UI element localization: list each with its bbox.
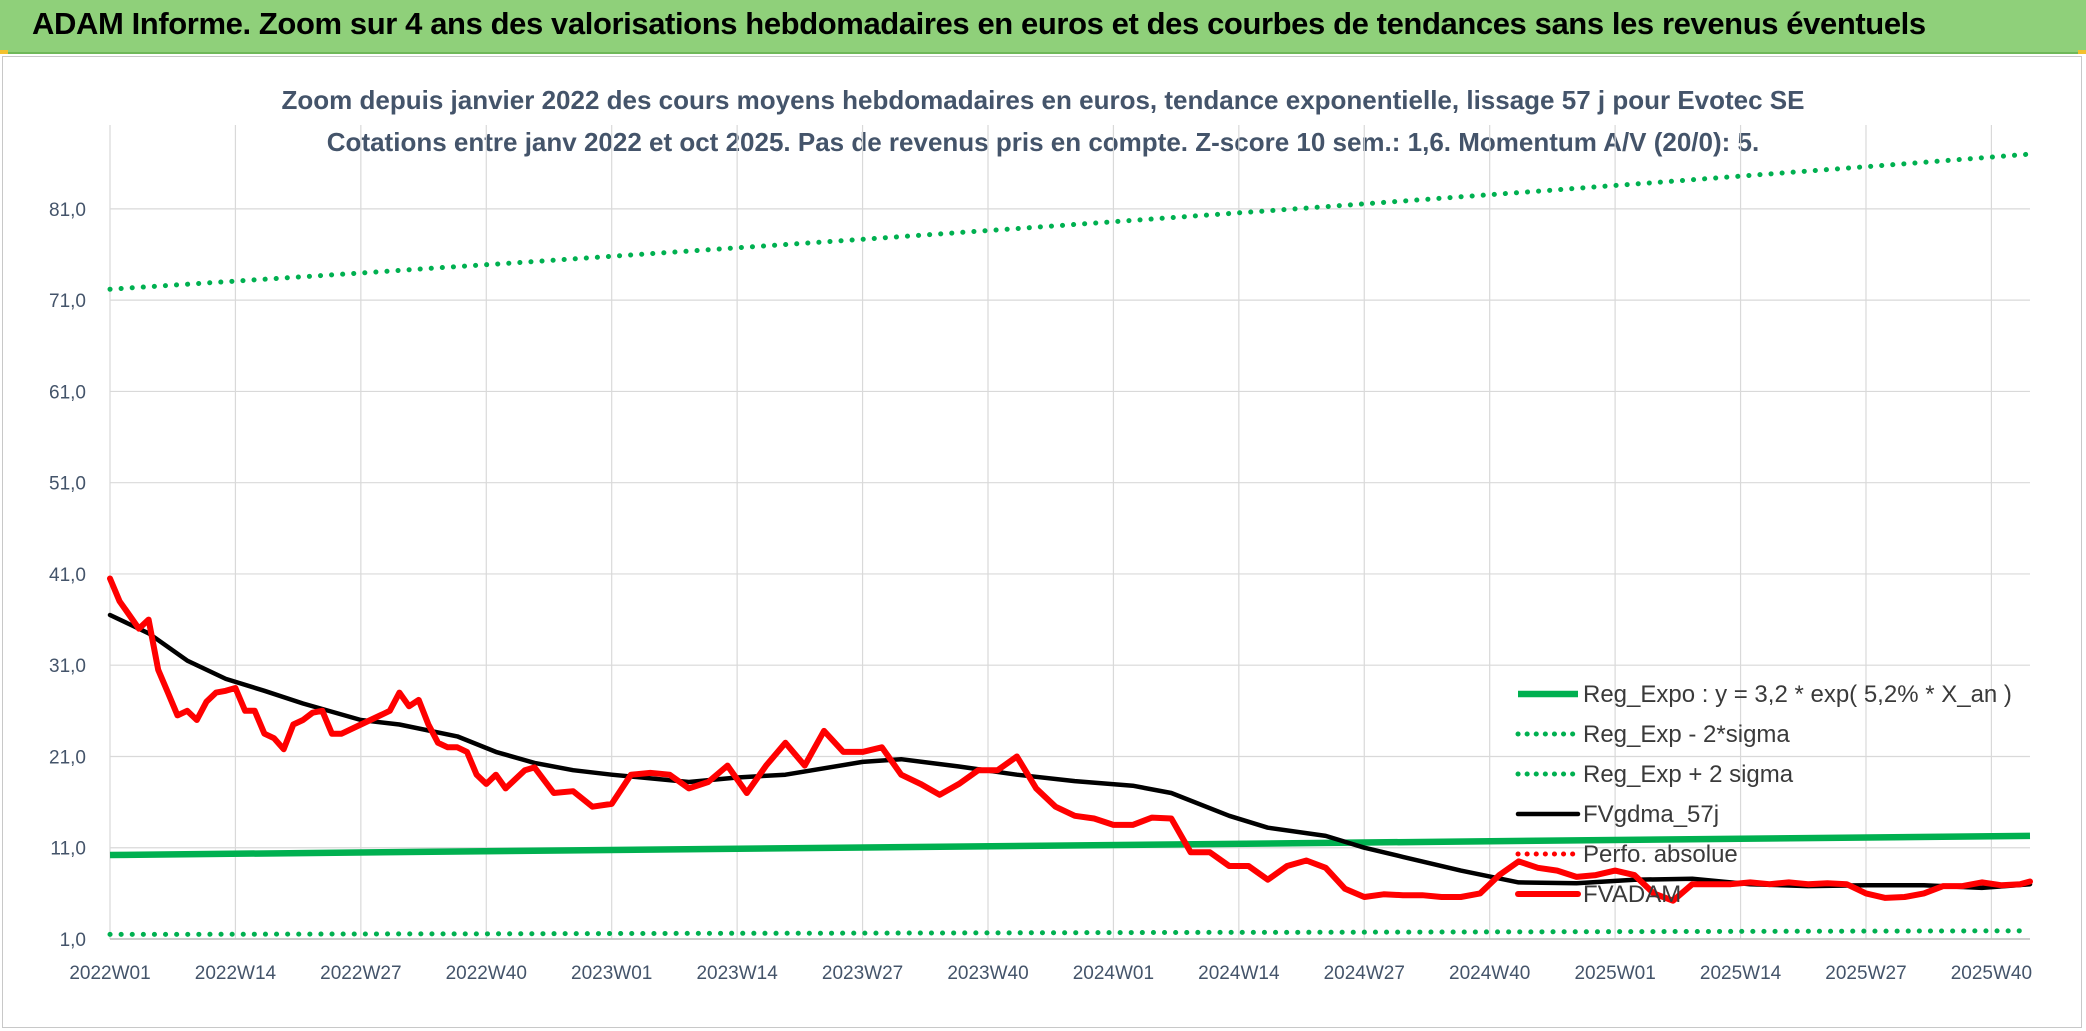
x-tick-label: 2025W01	[1574, 963, 1655, 984]
gridlines	[109, 125, 2030, 940]
x-tick-label: 2023W01	[571, 963, 652, 984]
y-tick-label: 1,0	[60, 930, 86, 951]
x-tick-label: 2023W14	[696, 963, 778, 984]
y-tick-label: 31,0	[49, 656, 86, 677]
y-tick-label: 11,0	[50, 839, 86, 860]
legend-label-0: Reg_Expo : y = 3,2 * exp( 5,2% * X_an )	[1583, 681, 2012, 708]
chart-title: Zoom depuis janvier 2022 des cours moyen…	[282, 85, 1805, 115]
y-tick-label: 21,0	[49, 747, 86, 768]
x-tick-label: 2022W01	[69, 963, 150, 984]
legend-label-1: Reg_Exp - 2*sigma	[1583, 721, 1790, 748]
y-tick-label: 71,0	[49, 291, 86, 312]
y-tick-label: 61,0	[49, 382, 86, 403]
report-header: ADAM Informe. Zoom sur 4 ans des valoris…	[0, 0, 2086, 54]
header-accent-left	[0, 50, 8, 54]
x-tick-label: 2024W27	[1324, 963, 1405, 984]
x-tick-label: 2025W14	[1700, 963, 1782, 984]
legend-label-5: FVADAM	[1583, 881, 1681, 908]
x-tick-label: 2024W14	[1198, 963, 1280, 984]
series-line-2	[107, 151, 2033, 292]
legend-label-3: FVgdma_57j	[1583, 801, 1719, 828]
y-tick-label: 41,0	[49, 565, 86, 586]
x-tick-label: 2024W01	[1073, 963, 1154, 984]
legend-label-2: Reg_Exp + 2 sigma	[1583, 761, 1794, 788]
x-tick-label: 2024W40	[1449, 963, 1530, 984]
series-line-5	[107, 575, 2033, 904]
series-line-1	[107, 928, 2033, 937]
chart-subtitle: Cotations entre janv 2022 et oct 2025. P…	[327, 127, 1759, 157]
legend-label-4: Perfo. absolue	[1583, 841, 1738, 868]
y-axis: 1,0 11,0 21,0 31,0 41,0 51,0 61,0 71,0 81,0	[49, 200, 86, 951]
y-tick-label: 81,0	[49, 200, 86, 221]
x-tick-label: 2023W27	[822, 963, 903, 984]
header-accent-right	[2078, 50, 2086, 54]
series-line-0	[109, 832, 2031, 859]
report-title: ADAM Informe. Zoom sur 4 ans des valoris…	[32, 6, 1926, 41]
x-tick-label: 2022W27	[320, 963, 401, 984]
x-tick-label: 2022W14	[195, 963, 277, 984]
valuation-chart: Zoom depuis janvier 2022 des cours moyen…	[49, 85, 2033, 984]
x-tick-label: 2023W40	[947, 963, 1028, 984]
x-tick-label: 2025W40	[1951, 963, 2032, 984]
x-axis: 2022W01 2022W14 2022W27 2022W40 2023W01 2023W…	[69, 963, 2032, 984]
legend: Reg_Expo : y = 3,2 * exp( 5,2% * X_an ) R…	[1515, 681, 2012, 908]
y-tick-label: 51,0	[49, 474, 86, 495]
x-tick-label: 2025W27	[1825, 963, 1906, 984]
series-group	[107, 151, 2033, 937]
x-tick-label: 2022W40	[446, 963, 527, 984]
